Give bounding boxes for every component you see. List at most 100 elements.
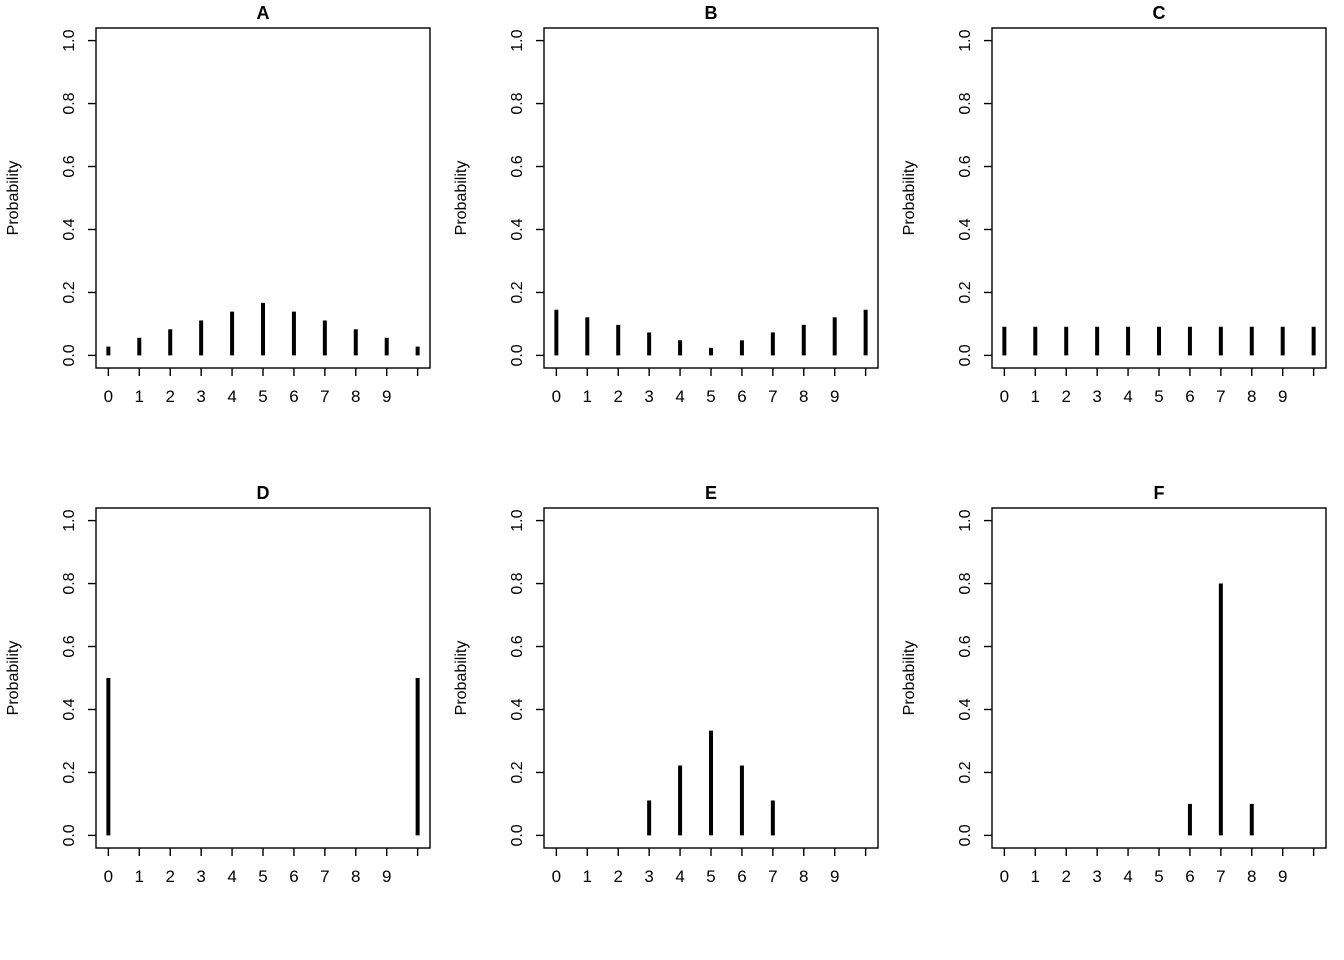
x-tick-label: 9 (1278, 867, 1287, 886)
x-tick-label: 0 (552, 387, 561, 406)
y-tick-label: 0.6 (509, 155, 526, 177)
y-tick-label: 0.6 (957, 635, 974, 657)
y-tick-label: 0.8 (957, 92, 974, 114)
panel-title: D (257, 483, 270, 503)
y-tick-label: 0.2 (509, 281, 526, 303)
x-tick-label: 4 (1123, 867, 1132, 886)
x-tick-label: 0 (104, 867, 113, 886)
y-axis-label: Probability (453, 641, 470, 716)
panel-title: F (1154, 483, 1165, 503)
y-tick-label: 0.4 (509, 218, 526, 240)
x-tick-label: 2 (1061, 387, 1070, 406)
y-tick-label: 0.4 (957, 698, 974, 720)
y-tick-label: 0.4 (61, 218, 78, 240)
y-tick-label: 0.6 (61, 155, 78, 177)
x-tick-label: 6 (737, 387, 746, 406)
panel-e: E Probability 0.0 0.2 0.4 0.6 0.8 1.0 0 1 2 3 4 5 6 7 8 9 (448, 480, 896, 960)
y-tick-label: 0.0 (61, 824, 78, 846)
x-tick-label: 3 (1092, 387, 1101, 406)
x-tick-label: 6 (1185, 867, 1194, 886)
x-tick-label: 0 (104, 387, 113, 406)
x-tick-label: 3 (644, 867, 653, 886)
chart-panel-d: D Probability 0.0 0.2 0.4 0.6 0.8 1.0 0 1 2 3 4 5 6 7 8 9 (5, 483, 431, 886)
x-tick-label: 5 (706, 867, 715, 886)
y-tick-label: 0.8 (61, 572, 78, 594)
x-tick-label: 1 (1031, 867, 1040, 886)
y-tick-label: 0.0 (61, 344, 78, 366)
x-tick-label: 2 (613, 867, 622, 886)
x-tick-label: 8 (1247, 387, 1256, 406)
x-tick-label: 5 (258, 867, 267, 886)
y-tick-label: 0.8 (509, 92, 526, 114)
y-axis-label: Probability (5, 161, 22, 236)
y-tick-label: 0.8 (61, 92, 78, 114)
x-tick-label: 2 (1061, 867, 1070, 886)
y-axis-label: Probability (901, 641, 918, 716)
y-tick-label: 0.8 (957, 572, 974, 594)
x-tick-label: 7 (1216, 387, 1225, 406)
x-tick-label: 9 (382, 867, 391, 886)
x-tick-label: 7 (768, 867, 777, 886)
x-tick-label: 1 (135, 867, 144, 886)
plot-box (95, 507, 431, 849)
panel-title: C (1153, 3, 1166, 23)
plot-box (991, 507, 1327, 849)
y-tick-label: 0.0 (509, 344, 526, 366)
chart-panel-f: F Probability 0.0 0.2 0.4 0.6 0.8 1.0 0 1 2 3 4 5 6 7 8 9 (901, 483, 1327, 886)
x-tick-label: 4 (675, 387, 684, 406)
x-tick-label: 2 (165, 867, 174, 886)
x-tick-label: 6 (737, 867, 746, 886)
y-tick-label: 0.2 (61, 761, 78, 783)
chart-panel-e: E Probability 0.0 0.2 0.4 0.6 0.8 1.0 0 1 2 3 4 5 6 7 8 9 (453, 483, 879, 886)
y-tick-label: 0.4 (509, 698, 526, 720)
x-tick-label: 6 (289, 387, 298, 406)
x-tick-label: 4 (675, 867, 684, 886)
y-tick-label: 0.2 (957, 761, 974, 783)
panel-title: E (705, 483, 717, 503)
x-tick-label: 2 (165, 387, 174, 406)
x-tick-label: 3 (1092, 867, 1101, 886)
y-tick-label: 0.2 (957, 281, 974, 303)
x-tick-label: 6 (1185, 387, 1194, 406)
x-tick-label: 3 (196, 867, 205, 886)
x-tick-label: 1 (583, 867, 592, 886)
x-tick-label: 0 (1000, 387, 1009, 406)
chart-panel-b: B Probability 0.0 0.2 0.4 0.6 0.8 1.0 0 1 2 3 4 5 6 7 8 9 (453, 3, 879, 406)
y-tick-label: 0.0 (957, 824, 974, 846)
y-tick-label: 1.0 (509, 509, 526, 531)
panel-a: A Probability 0.0 0.2 0.4 0.6 0.8 1.0 0 1 2 3 4 5 6 7 8 9 (0, 0, 448, 480)
x-tick-label: 9 (1278, 387, 1287, 406)
x-tick-label: 5 (258, 387, 267, 406)
y-tick-label: 0.6 (957, 155, 974, 177)
y-tick-label: 1.0 (509, 29, 526, 51)
y-tick-label: 0.4 (61, 698, 78, 720)
x-tick-label: 8 (799, 387, 808, 406)
x-tick-label: 0 (1000, 867, 1009, 886)
y-tick-label: 1.0 (957, 29, 974, 51)
panel-c: C Probability 0.0 0.2 0.4 0.6 0.8 1.0 0 1 2 3 4 5 6 7 8 9 (896, 0, 1344, 480)
x-tick-label: 1 (1031, 387, 1040, 406)
x-tick-label: 8 (351, 387, 360, 406)
x-tick-label: 7 (320, 867, 329, 886)
y-tick-label: 0.2 (509, 761, 526, 783)
x-tick-label: 9 (382, 387, 391, 406)
x-tick-label: 8 (799, 867, 808, 886)
y-tick-label: 0.8 (509, 572, 526, 594)
x-tick-label: 8 (351, 867, 360, 886)
x-tick-label: 3 (196, 387, 205, 406)
y-axis-label: Probability (5, 641, 22, 716)
x-tick-label: 6 (289, 867, 298, 886)
panel-d: D Probability 0.0 0.2 0.4 0.6 0.8 1.0 0 1 2 3 4 5 6 7 8 9 (0, 480, 448, 960)
panel-b: B Probability 0.0 0.2 0.4 0.6 0.8 1.0 0 1 2 3 4 5 6 7 8 9 (448, 0, 896, 480)
y-tick-label: 0.2 (61, 281, 78, 303)
y-tick-label: 0.6 (509, 635, 526, 657)
y-tick-label: 1.0 (61, 29, 78, 51)
x-tick-label: 4 (227, 867, 236, 886)
x-tick-label: 7 (1216, 867, 1225, 886)
x-tick-label: 4 (227, 387, 236, 406)
x-tick-label: 1 (135, 387, 144, 406)
plot-box (991, 27, 1327, 369)
plot-box (543, 27, 879, 369)
chart-panel-c: C Probability 0.0 0.2 0.4 0.6 0.8 1.0 0 1 2 3 4 5 6 7 8 9 (901, 3, 1327, 406)
